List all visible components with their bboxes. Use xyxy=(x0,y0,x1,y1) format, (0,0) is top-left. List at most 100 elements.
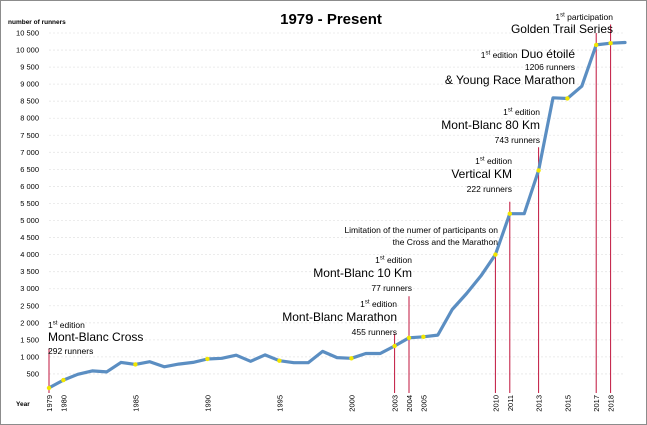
data-point-marker xyxy=(594,42,599,48)
annotation-line: 743 runners xyxy=(495,135,540,145)
x-tick-label: 2005 xyxy=(419,395,428,412)
y-tick-labels: 500 1 000 1 500 2 000 2 500 3 000 3 500 4 000 4 … xyxy=(16,29,39,379)
ordinal-number: 1 xyxy=(375,255,380,265)
annotation-line: 1st edition xyxy=(360,299,397,309)
annotation-text: Limitation of the numer of participants … xyxy=(344,225,498,235)
data-point-marker xyxy=(421,334,426,339)
ordinal-suffix: st xyxy=(508,108,513,114)
y-tick-label: 1 500 xyxy=(20,335,39,344)
annotation-text: participation xyxy=(565,12,613,22)
series-layer xyxy=(47,40,627,390)
y-tick-label: 3 000 xyxy=(20,284,39,293)
event-lines xyxy=(48,24,612,393)
annotation-text: 743 runners xyxy=(495,135,540,145)
ordinal-suffix: st xyxy=(380,256,385,262)
x-tick-label: 1990 xyxy=(203,395,212,412)
data-point-marker xyxy=(392,343,397,349)
annotation-line: 455 runners xyxy=(352,327,397,337)
y-tick-label: 4 000 xyxy=(20,250,39,259)
annotation-text: edition xyxy=(370,299,398,309)
data-point-marker xyxy=(46,385,52,391)
ordinal-number: 1 xyxy=(360,299,365,309)
y-tick-label: 1 000 xyxy=(20,352,39,361)
data-point-marker xyxy=(608,41,613,46)
y-axis-label: number of runners xyxy=(8,19,66,26)
y-tick-label: 7 000 xyxy=(20,148,39,157)
annotation-line: & Young Race Marathon xyxy=(445,73,575,87)
y-tick-label: 6 500 xyxy=(20,165,39,174)
x-tick-labels: 1979 1980 1985 1990 1995 2000 2003 2004 2005 2010… xyxy=(45,395,616,412)
annotation-line: Vertical KM xyxy=(451,167,512,181)
ordinal-number: 1 xyxy=(481,50,486,60)
annotation-text: 1206 runners xyxy=(525,62,575,72)
annotation-line: 1st edition xyxy=(503,107,540,117)
annotation-line: Mont-Blanc Cross xyxy=(48,330,143,344)
data-point-marker xyxy=(536,168,541,173)
data-point-marker xyxy=(493,252,498,257)
x-tick-label: 2004 xyxy=(405,395,414,412)
y-tick-label: 4 500 xyxy=(20,233,39,242)
y-tick-label: 9 500 xyxy=(20,63,39,72)
annotation-line: the Cross and the Marathon xyxy=(393,237,499,247)
data-point-marker xyxy=(205,356,210,362)
annotation-text: 222 runners xyxy=(467,184,512,194)
annotation-line: Mont-Blanc 80 Km xyxy=(441,118,540,132)
data-point-marker xyxy=(61,377,66,383)
y-tick-label: 500 xyxy=(26,369,39,378)
ordinal-suffix: st xyxy=(560,13,565,19)
y-tick-label: 5 500 xyxy=(20,199,39,208)
x-tick-label: 2013 xyxy=(535,395,544,412)
y-tick-label: 2 500 xyxy=(20,301,39,310)
series-line xyxy=(47,40,627,390)
annotation-line: 1206 runners xyxy=(525,62,575,72)
ordinal-number: 1 xyxy=(555,12,560,22)
annotation-line: 1st participation xyxy=(555,12,613,22)
ordinal-suffix: st xyxy=(365,300,370,306)
annotation-line: 222 runners xyxy=(467,184,512,194)
x-tick-label: 1979 xyxy=(45,395,54,412)
ordinal-number: 1 xyxy=(475,156,480,166)
markers xyxy=(46,41,613,391)
data-point-marker xyxy=(406,335,412,341)
annotation-line: Golden Trail Series xyxy=(511,22,613,36)
annotation-text: Golden Trail Series xyxy=(511,22,613,36)
annotation-text: & Young Race Marathon xyxy=(445,73,575,87)
ordinal-number: 1 xyxy=(48,320,53,330)
y-tick-label: 10 500 xyxy=(16,29,39,38)
annotation-text: 455 runners xyxy=(352,327,397,337)
data-point-marker xyxy=(507,211,512,216)
y-tick-label: 10 000 xyxy=(16,46,39,55)
x-tick-label: 2018 xyxy=(607,395,616,412)
annotation-text: edition xyxy=(513,107,541,117)
annotation-limit: Limitation of the numer of participants … xyxy=(344,225,498,247)
x-tick-label: 1985 xyxy=(131,395,140,412)
annotation-line: 1st edition xyxy=(475,156,512,166)
ordinal-suffix: st xyxy=(53,321,58,327)
chart-title: 1979 - Present xyxy=(280,11,382,28)
annotation-line: 292 runners xyxy=(48,346,93,356)
annotation-text: edition xyxy=(490,50,518,60)
annotation-text: Vertical KM xyxy=(451,167,512,181)
y-tick-label: 7 500 xyxy=(20,131,39,140)
annotation-text: Mont-Blanc 80 Km xyxy=(441,118,540,132)
annotation-text: Mont-Blanc Marathon xyxy=(282,310,397,324)
annotation-text: edition xyxy=(57,320,85,330)
y-tick-label: 2 000 xyxy=(20,318,39,327)
x-tick-label: 2011 xyxy=(506,395,515,411)
data-point-marker xyxy=(133,362,138,367)
annotation-line: 1st edition xyxy=(48,320,85,330)
annotation-line: 77 runners xyxy=(371,283,412,293)
annotation-line: Mont-Blanc 10 Km xyxy=(313,266,412,280)
x-tick-label: 2017 xyxy=(592,395,601,412)
annotation-text: Mont-Blanc 10 Km xyxy=(313,266,412,280)
x-tick-label: 2015 xyxy=(563,395,572,412)
x-tick-label: 2000 xyxy=(347,395,356,412)
y-tick-label: 8 500 xyxy=(20,97,39,106)
